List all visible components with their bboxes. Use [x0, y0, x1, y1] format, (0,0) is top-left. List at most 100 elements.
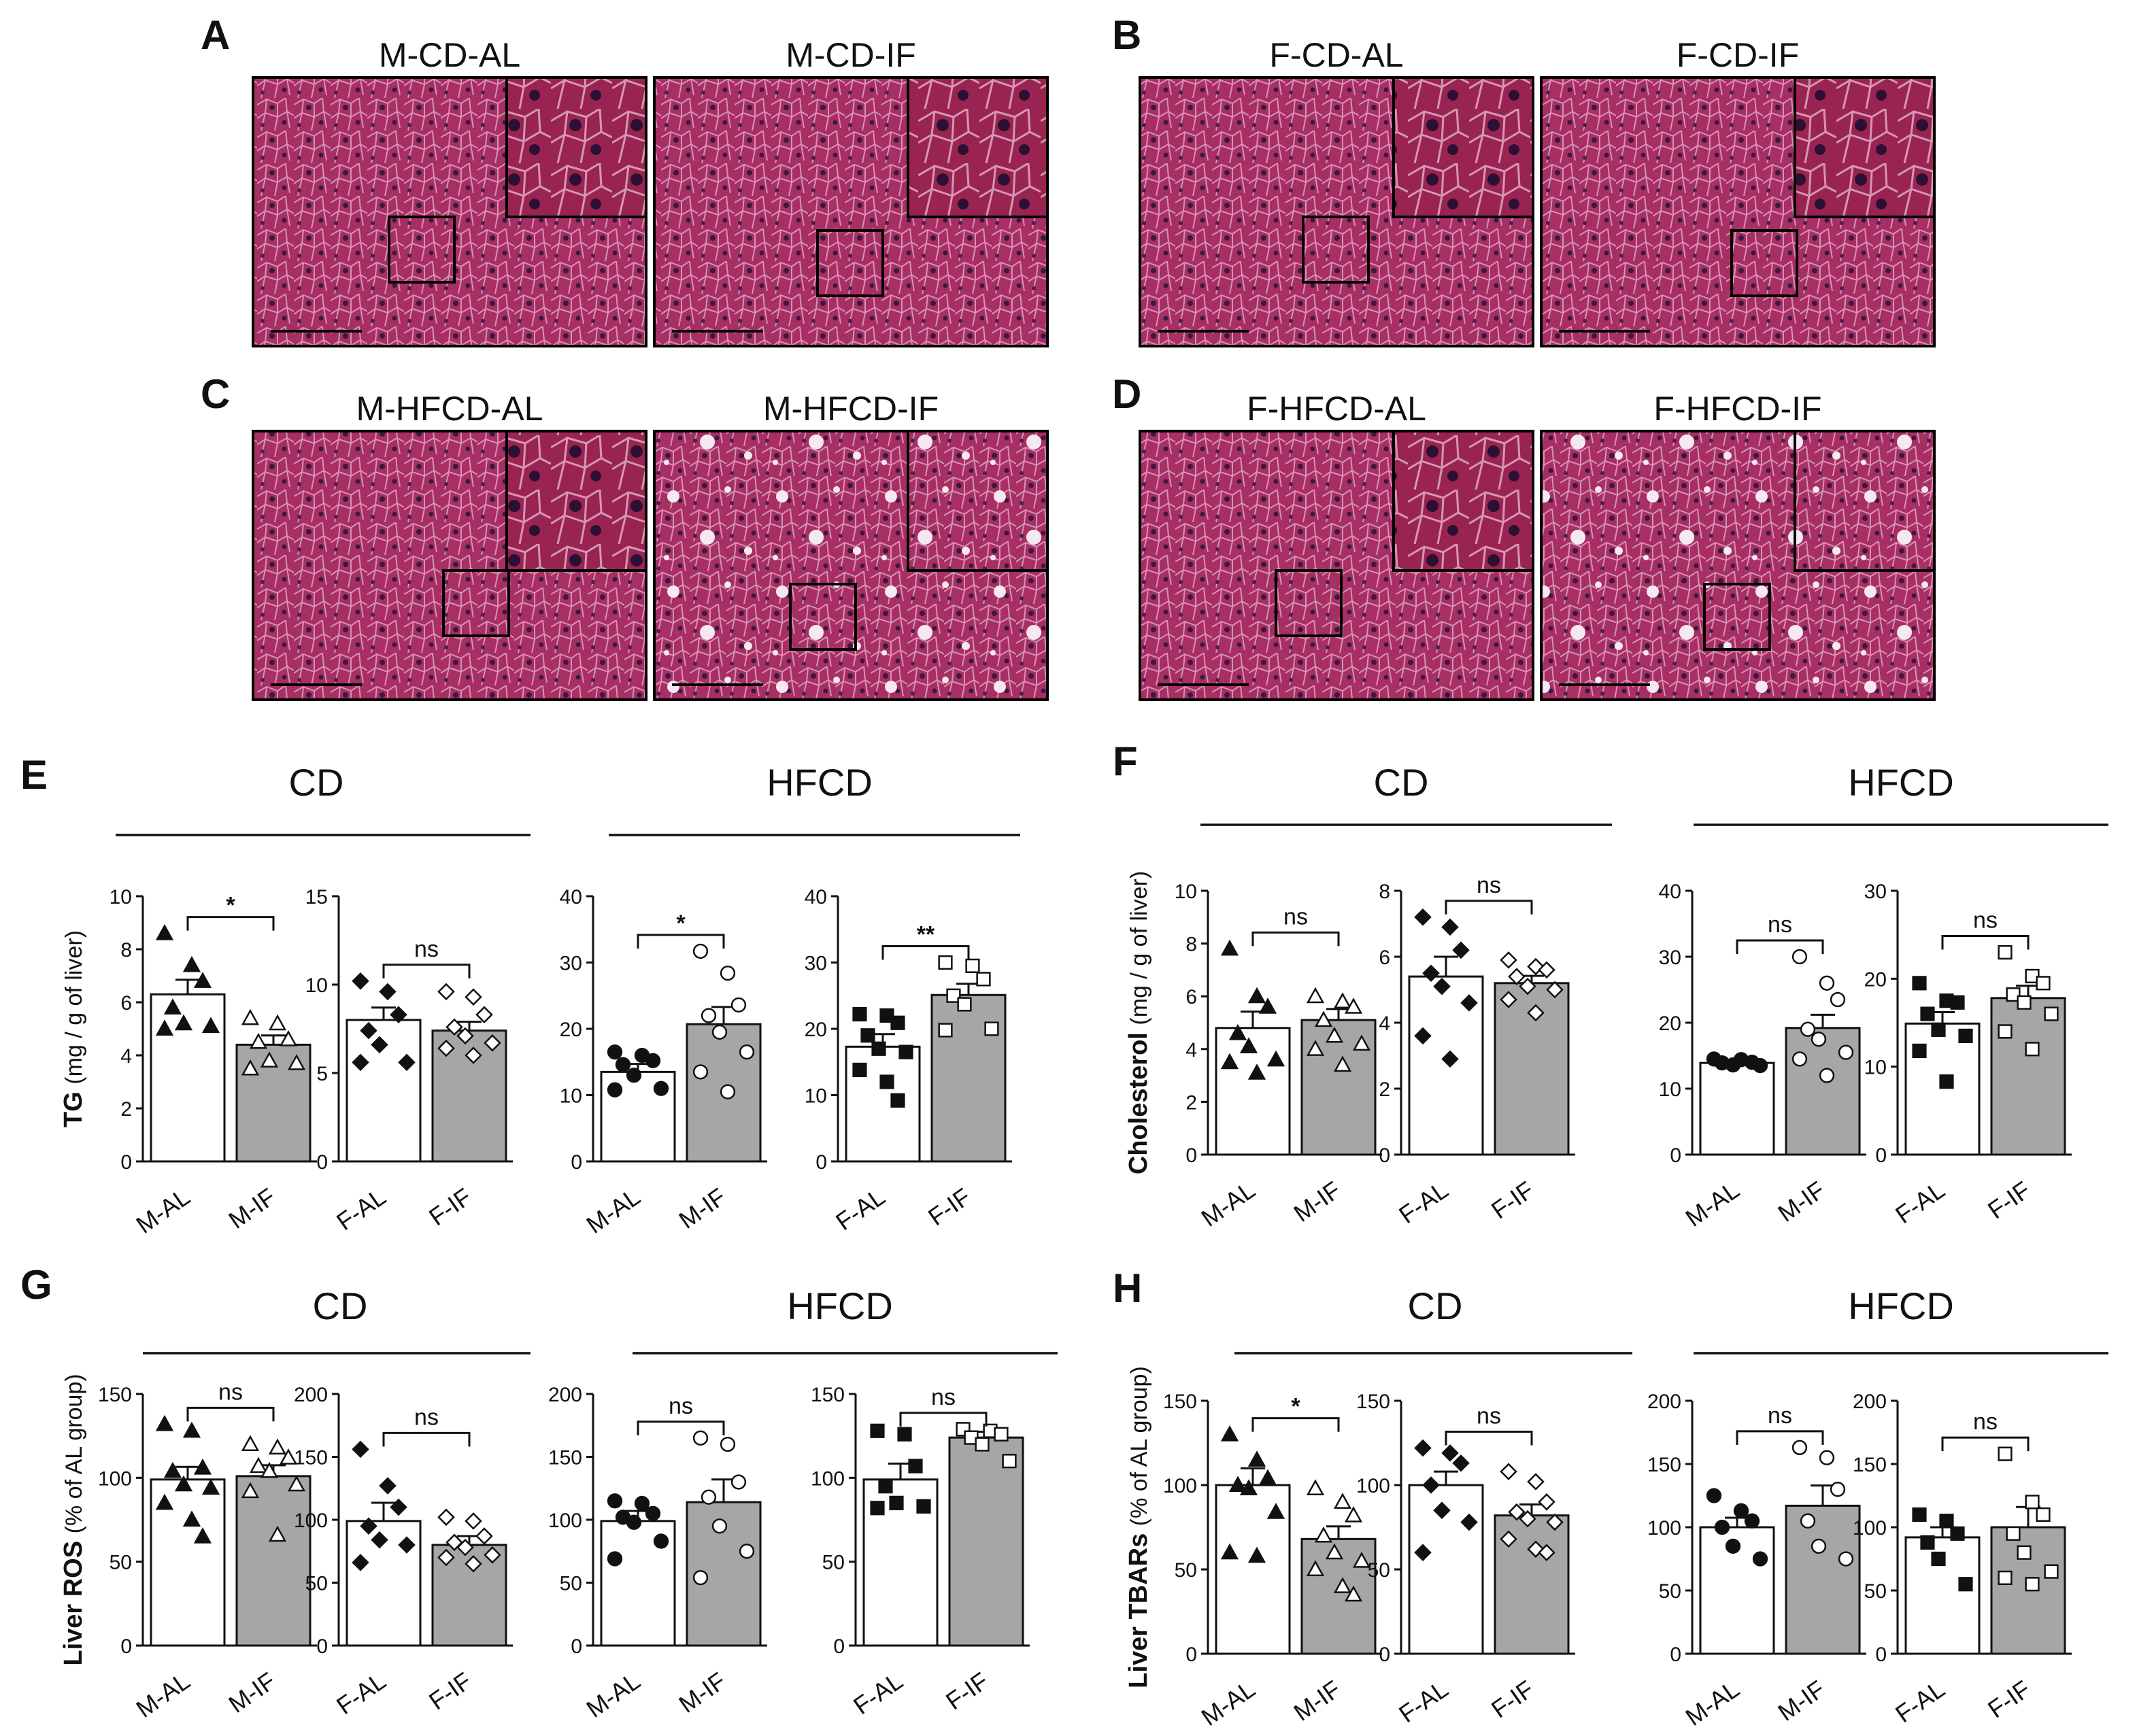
y-tick-label: 0 [1185, 1644, 1197, 1666]
y-tick-label: 10 [560, 1085, 582, 1108]
y-tick-label: 10 [1864, 1057, 1887, 1079]
group-title-cd: CD [313, 1284, 368, 1327]
y-tick-label: 0 [1379, 1644, 1390, 1666]
data-point [889, 1495, 904, 1510]
y-axis-label: Liver TBARs (% of AL group) [1124, 1366, 1153, 1688]
data-point [155, 1019, 174, 1036]
y-tick-label: 8 [120, 939, 132, 961]
data-point [607, 1493, 623, 1509]
data-point [249, 1032, 268, 1049]
data-point [241, 1008, 260, 1025]
significance-label: ns [1768, 912, 1792, 938]
y-axis-label-main: Liver TBARs [1124, 1526, 1153, 1688]
data-point [174, 1014, 193, 1031]
y-tick-label: 40 [560, 886, 582, 908]
data-point [634, 1495, 650, 1512]
data-point [692, 1569, 709, 1586]
group-title-hfcd: HFCD [1848, 1284, 1954, 1327]
data-point [193, 972, 212, 988]
data-point [1441, 1050, 1459, 1068]
bar [948, 1436, 1024, 1647]
data-point [1352, 1034, 1371, 1051]
significance-label: ns [1973, 908, 1998, 934]
data-point [1333, 992, 1352, 1009]
data-point [711, 1518, 728, 1534]
data-point [1220, 1543, 1239, 1560]
histology-panel-C: C M-HFCD-AL M-HFCD-IF [201, 371, 1049, 701]
significance-label: * [676, 910, 686, 936]
y-tick-label: 0 [120, 1151, 132, 1174]
data-point [260, 1051, 279, 1068]
data-point [890, 1093, 905, 1108]
data-point [2025, 1577, 2040, 1592]
significance-bracket [1251, 931, 1340, 947]
data-point [360, 1021, 377, 1040]
data-point [2025, 1495, 2040, 1510]
data-point [1247, 1450, 1266, 1467]
x-category-label: F-AL [1394, 1675, 1453, 1728]
y-tick-label: 30 [1864, 881, 1887, 903]
data-point [984, 1021, 999, 1036]
data-point [1791, 949, 1808, 965]
data-point [1830, 1482, 1846, 1497]
group-title-hfcd: HFCD [1848, 761, 1954, 804]
image-title: F-CD-IF [1677, 36, 1800, 74]
data-point [653, 1533, 669, 1549]
bar-chart-F-1: 0 2 4 6 8 10 M-AL M-IF ns Cholesterol (mg / g of … [1124, 871, 1382, 1232]
data-point [1998, 944, 2013, 960]
data-point [445, 1018, 463, 1036]
significance-bracket [1941, 1436, 2030, 1452]
data-point [1546, 1513, 1564, 1531]
significance-bracket [1736, 1430, 1824, 1445]
x-category-label: F-AL [331, 1667, 390, 1720]
y-tick-label: 40 [805, 886, 827, 908]
x-category-label: F-IF [923, 1182, 976, 1231]
data-point [1546, 981, 1564, 999]
data-point [2036, 976, 2051, 991]
data-point [201, 1017, 220, 1034]
y-tick-label: 150 [1163, 1391, 1197, 1413]
x-category-label: F-AL [1394, 1176, 1453, 1229]
data-point [2036, 1507, 2051, 1522]
data-point [908, 1459, 923, 1474]
y-tick-label: 10 [1659, 1078, 1681, 1101]
y-tick-label: 10 [305, 974, 328, 997]
x-category-label: M-AL [582, 1182, 645, 1239]
image-title: M-CD-IF [786, 36, 916, 74]
y-tick-label: 8 [1379, 881, 1390, 903]
y-tick-label: 0 [833, 1635, 845, 1658]
data-point [626, 1514, 642, 1530]
data-point [1325, 1026, 1344, 1043]
data-point [1714, 1519, 1730, 1535]
data-point [1239, 1479, 1258, 1496]
data-point [692, 1064, 709, 1080]
bar-chart-E-1: 0 2 4 6 8 10 M-AL M-IF * TG (mg / g of liver) [59, 886, 317, 1239]
y-tick-label: 100 [1647, 1517, 1681, 1539]
data-point [607, 1082, 623, 1097]
data-point [352, 1053, 369, 1072]
x-category-label: F-IF [941, 1667, 994, 1715]
x-category-label: M-IF [1772, 1176, 1830, 1227]
data-point [1733, 1503, 1749, 1518]
y-tick-label: 20 [1864, 968, 1887, 991]
data-point [1819, 1068, 1835, 1083]
y-tick-label: 100 [1356, 1475, 1390, 1497]
data-point [1538, 1493, 1555, 1511]
y-tick-label: 0 [1185, 1144, 1197, 1167]
data-point [607, 1551, 623, 1567]
y-tick-label: 100 [1853, 1517, 1887, 1539]
data-point [465, 1046, 482, 1064]
x-category-label: M-IF [1772, 1675, 1830, 1726]
data-point [193, 1527, 212, 1544]
zoom-inset [1392, 76, 1534, 218]
bar-chart-H-2: 0 50 100 150 F-AL F-IF ns [1356, 1391, 1575, 1728]
data-point [1958, 1577, 1973, 1592]
data-point [163, 998, 182, 1015]
data-point [456, 1027, 474, 1045]
data-point [938, 955, 953, 970]
image-title: M-HFCD-IF [763, 390, 939, 428]
data-point [938, 1023, 953, 1038]
data-point [1920, 1535, 1935, 1550]
data-point [994, 1427, 1009, 1442]
significance-label: ns [1973, 1409, 1998, 1435]
